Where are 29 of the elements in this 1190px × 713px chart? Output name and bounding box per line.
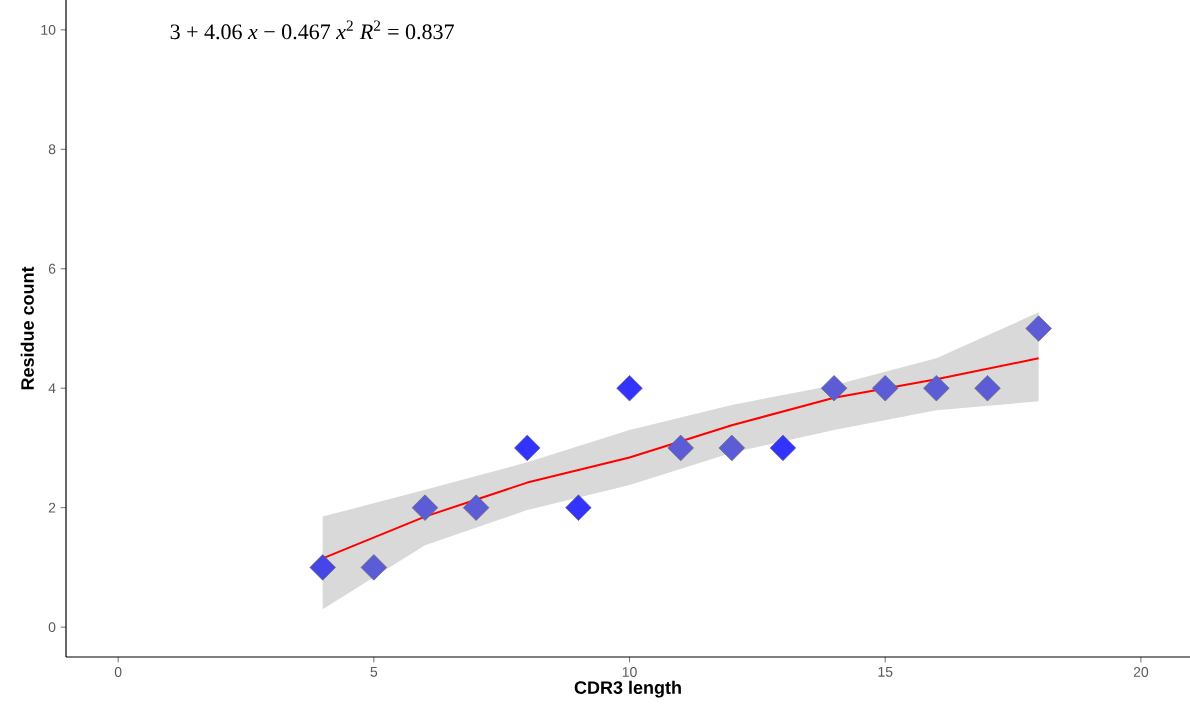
y-tick-label: 2 bbox=[48, 502, 56, 513]
y-tick-label: 0 bbox=[48, 622, 56, 633]
point bbox=[872, 375, 899, 402]
point bbox=[769, 434, 797, 462]
y-tick-label: 8 bbox=[48, 144, 56, 155]
point bbox=[360, 554, 388, 581]
point bbox=[974, 375, 1001, 402]
point bbox=[820, 375, 848, 402]
x-tick-label: 15 bbox=[878, 667, 893, 677]
y-tick-label: 6 bbox=[48, 263, 56, 274]
point bbox=[411, 494, 439, 521]
point bbox=[514, 434, 541, 462]
point bbox=[718, 434, 745, 462]
point bbox=[309, 554, 336, 581]
y-axis-title: Residue count bbox=[20, 266, 34, 390]
point bbox=[1025, 315, 1052, 342]
point bbox=[923, 375, 950, 402]
y-tick-label: 10 bbox=[41, 24, 56, 35]
point bbox=[462, 494, 490, 521]
x-axis-title: CDR3 length bbox=[574, 680, 681, 698]
point bbox=[667, 434, 694, 462]
point bbox=[616, 375, 643, 402]
annotation: 3 + 4.06 x − 0.467 x$^{2}$ R$^{2}$ = 0.837 bbox=[170, 20, 454, 40]
x-tick-label: 20 bbox=[1133, 667, 1149, 677]
point bbox=[565, 494, 592, 521]
x-tick-label: 5 bbox=[370, 667, 378, 677]
x-tick-label: 10 bbox=[622, 667, 637, 677]
x-tick-label: 0 bbox=[114, 667, 122, 677]
y-tick-label: 4 bbox=[48, 383, 56, 394]
